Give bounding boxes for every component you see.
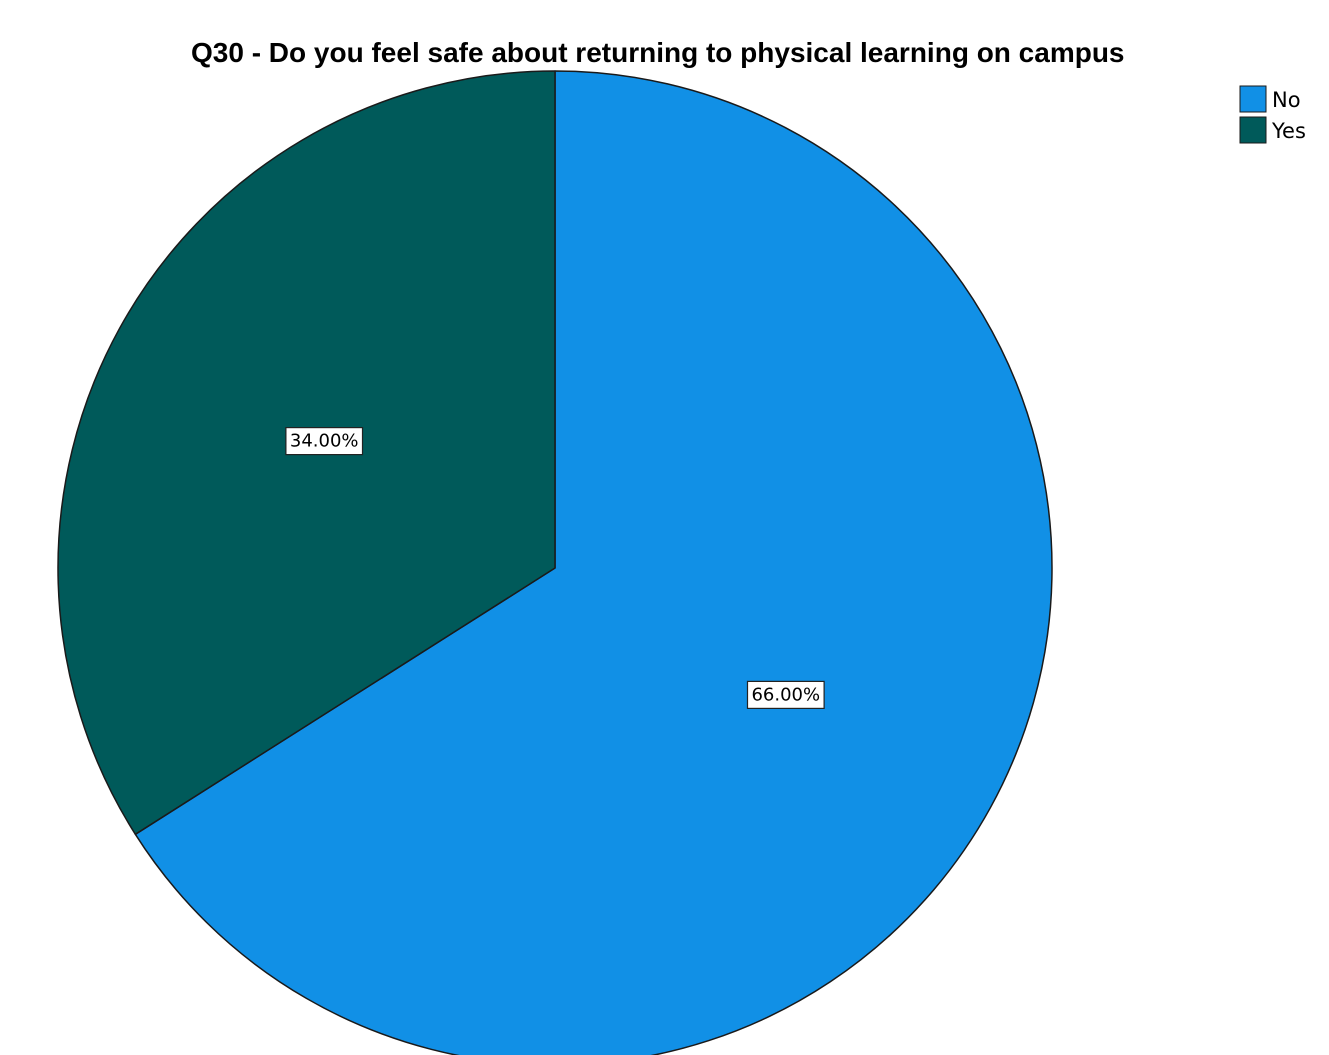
data-label-no: 66.00% [746, 680, 825, 710]
chart-legend: No Yes [1239, 85, 1306, 144]
pie-slice-no [134, 70, 1053, 1055]
data-label-text: 34.00% [290, 431, 359, 452]
legend-label-no: No [1272, 88, 1301, 112]
pie-slices [57, 70, 1053, 1055]
legend-item-no: No [1239, 85, 1301, 113]
data-label-yes: 34.00% [285, 427, 364, 456]
pie-data-labels: 66.00% 34.00% [285, 427, 825, 710]
data-label-box [285, 427, 364, 456]
legend-item-yes: Yes [1239, 116, 1306, 144]
data-label-box [746, 680, 825, 710]
legend-label-yes: Yes [1271, 119, 1306, 143]
chart-title: Q30 - Do you feel safe about returning t… [191, 37, 1125, 68]
data-label-text: 66.00% [751, 684, 820, 705]
legend-swatch-no [1239, 85, 1267, 113]
legend-swatch-yes [1239, 116, 1267, 144]
